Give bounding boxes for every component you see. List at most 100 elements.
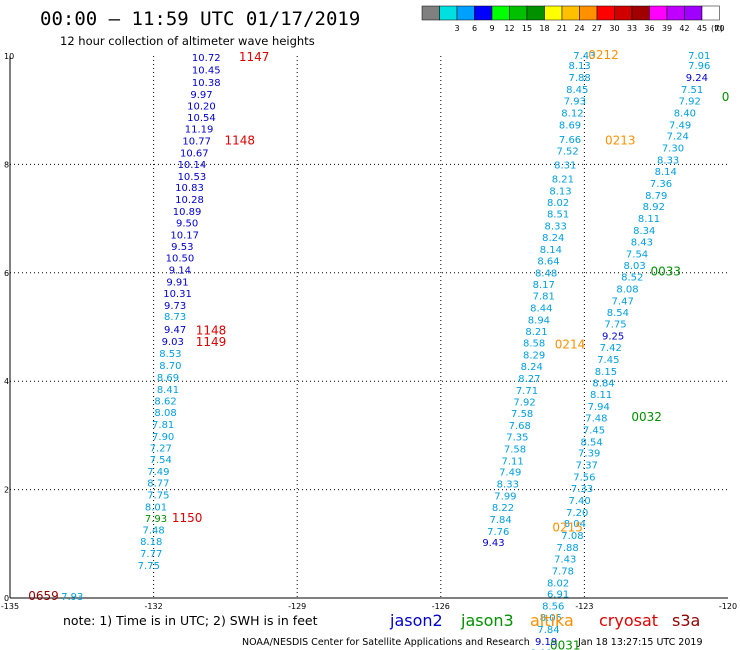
legend-swatch: [666, 5, 685, 21]
legend-label: 6: [472, 24, 477, 33]
wave-height-label: 10.77: [182, 137, 211, 148]
wave-height-label: 7.88: [557, 543, 579, 554]
pass-time-label: 1148: [224, 134, 255, 148]
pass-time-label: 0031: [550, 639, 581, 650]
wave-height-label: 10.28: [175, 195, 204, 206]
legend-label: 33: [627, 24, 637, 33]
legend-swatch: [631, 5, 650, 21]
wave-height-label: 9.43: [482, 538, 504, 549]
wave-height-label: 7.68: [509, 421, 531, 432]
wave-height-label: 7.49: [147, 467, 169, 478]
wave-height-label: 7.49: [499, 468, 521, 479]
legend-label: 15: [522, 24, 532, 33]
wave-height-label: 10.83: [175, 183, 204, 194]
wave-height-label: 8.11: [590, 390, 612, 401]
pass-time-label: 0212: [588, 48, 619, 62]
wave-height-label: 7.78: [552, 566, 574, 577]
pass-time-label: 1147: [239, 50, 270, 64]
plot-grid: [9, 56, 728, 599]
wave-height-label: 7.01: [688, 51, 710, 62]
wave-height-label: 8.15: [595, 367, 617, 378]
wave-height-label: 7.49: [669, 120, 691, 131]
satellite-name-s3a: s3a: [672, 611, 700, 630]
x-tick-label: -129: [288, 602, 306, 611]
wave-height-label: 8.52: [621, 273, 643, 284]
pass-time-label: 1148: [196, 323, 227, 337]
wave-height-label: 8.62: [154, 397, 176, 408]
legend-unit: (ft): [711, 24, 723, 33]
wave-height-label: 10.45: [192, 66, 221, 77]
wave-height-label: 7.33: [571, 484, 593, 495]
y-tick-label: 10: [4, 52, 14, 61]
wave-height-label: 7.93: [61, 592, 83, 603]
wave-height-label: 8.08: [616, 285, 638, 296]
wave-height-label: 7.52: [557, 146, 579, 157]
wave-height-label: 7.77: [140, 549, 162, 560]
legend-swatch: [649, 5, 668, 21]
wave-height-label: 8.54: [607, 308, 629, 319]
legend-swatch: [421, 5, 440, 21]
wave-height-label: 7.37: [576, 461, 598, 472]
footer-timestamp: Jan 18 13:27:15 UTC 2019: [577, 637, 703, 648]
legend-label: 45: [697, 24, 707, 33]
wave-height-label: 7.92: [679, 96, 701, 107]
wave-height-label: 7.36: [650, 179, 672, 190]
legend-swatch: [561, 5, 580, 21]
legend-label: 18: [539, 24, 549, 33]
wave-height-label: 7.93: [564, 96, 586, 107]
satellite-legend: jason2 jason3 altika cryosat s3a: [389, 611, 700, 630]
wave-height-label: 7.76: [487, 527, 509, 538]
y-tick-label: 8: [4, 160, 9, 169]
wave-height-label: 7.45: [597, 355, 619, 366]
wave-height-label: 8.05: [540, 613, 562, 624]
wave-height-label: 8.33: [497, 480, 519, 491]
wave-height-label: 7.30: [662, 144, 684, 155]
legend-label: 42: [679, 24, 689, 33]
legend-label: 36: [644, 24, 654, 33]
pass-time-label: 0659: [28, 589, 59, 603]
wave-height-label: 7.81: [152, 420, 174, 431]
wave-height-label: 7.58: [504, 444, 526, 455]
legend-swatch: [579, 5, 598, 21]
satellite-name-altika: altika: [530, 611, 574, 630]
wave-height-label: 9.25: [602, 332, 624, 343]
wave-height-label: 8.13: [549, 186, 571, 197]
y-tick-label: 4: [4, 377, 9, 386]
pass-time-label: 0215: [552, 521, 583, 535]
legend-swatch: [491, 5, 510, 21]
wave-height-label: 8.56: [542, 602, 564, 613]
wave-height-label: 7.75: [147, 490, 169, 501]
wave-height-label: 8.48: [535, 268, 557, 279]
y-tick-label: 0: [4, 594, 9, 603]
wave-height-label: 9.14: [169, 266, 191, 277]
pass-time-label: 0032: [631, 410, 662, 424]
legend-swatch: [509, 5, 528, 21]
wave-height-label: 8.94: [528, 315, 550, 326]
wave-height-label: 7.71: [516, 386, 538, 397]
pass-time-label: 1150: [172, 511, 203, 525]
legend-label: 30: [609, 24, 619, 33]
legend-swatch: [474, 5, 493, 21]
wave-height-label: 10.14: [178, 160, 207, 171]
wave-height-label: 7.81: [533, 292, 555, 303]
wave-height-label: 7.43: [573, 51, 595, 62]
satellite-name-cryosat: cryosat: [599, 611, 658, 630]
legend-swatch: [544, 5, 563, 21]
wave-height-label: 9.19: [535, 637, 557, 648]
wave-height-label: 8.27: [518, 374, 540, 385]
legend-label: 70: [714, 24, 724, 33]
wave-height-label: 8.69: [157, 373, 179, 384]
wave-height-label: 9.73: [164, 301, 186, 312]
wave-height-label: 8.24: [521, 362, 543, 373]
wave-height-label: 7.56: [573, 473, 595, 484]
wave-height-label: 7.93: [145, 514, 167, 525]
wave-height-label: 8.40: [674, 108, 696, 119]
wave-height-label: 8.03: [624, 261, 646, 272]
wave-height-label: 8.41: [157, 385, 179, 396]
satellite-name-jason2: jason2: [389, 611, 443, 630]
wave-height-label: 8.69: [559, 120, 581, 131]
wave-height-label: 8.02: [547, 198, 569, 209]
wave-height-label: 8.77: [147, 479, 169, 490]
wave-height-label: 8.18: [140, 537, 162, 548]
wave-height-label: 8.11: [638, 214, 660, 225]
